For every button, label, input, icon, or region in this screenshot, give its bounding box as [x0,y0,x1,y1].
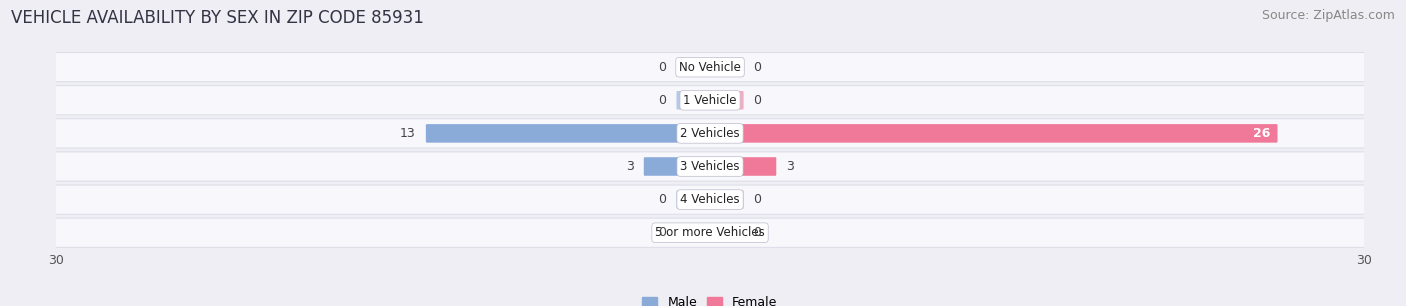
Text: VEHICLE AVAILABILITY BY SEX IN ZIP CODE 85931: VEHICLE AVAILABILITY BY SEX IN ZIP CODE … [11,9,425,27]
Text: 0: 0 [658,61,666,74]
FancyBboxPatch shape [709,58,744,76]
Text: 4 Vehicles: 4 Vehicles [681,193,740,206]
Text: No Vehicle: No Vehicle [679,61,741,74]
Text: 0: 0 [658,94,666,107]
Text: 1 Vehicle: 1 Vehicle [683,94,737,107]
Text: 3: 3 [626,160,634,173]
Text: 5 or more Vehicles: 5 or more Vehicles [655,226,765,239]
FancyBboxPatch shape [709,223,744,242]
FancyBboxPatch shape [676,223,711,242]
FancyBboxPatch shape [709,157,776,176]
Text: 0: 0 [658,226,666,239]
FancyBboxPatch shape [709,190,744,209]
FancyBboxPatch shape [676,91,711,110]
FancyBboxPatch shape [44,86,1376,115]
Text: 0: 0 [754,94,762,107]
FancyBboxPatch shape [676,190,711,209]
FancyBboxPatch shape [44,218,1376,247]
FancyBboxPatch shape [709,124,1278,143]
FancyBboxPatch shape [44,53,1376,82]
Text: 0: 0 [754,226,762,239]
Text: 0: 0 [754,61,762,74]
Text: 2 Vehicles: 2 Vehicles [681,127,740,140]
Text: 3 Vehicles: 3 Vehicles [681,160,740,173]
FancyBboxPatch shape [644,157,711,176]
Text: 26: 26 [1253,127,1270,140]
Text: Source: ZipAtlas.com: Source: ZipAtlas.com [1261,9,1395,22]
Text: 0: 0 [754,193,762,206]
FancyBboxPatch shape [44,152,1376,181]
Text: 3: 3 [786,160,794,173]
Text: 0: 0 [658,193,666,206]
FancyBboxPatch shape [676,58,711,76]
Legend: Male, Female: Male, Female [643,296,778,306]
FancyBboxPatch shape [44,119,1376,148]
FancyBboxPatch shape [709,91,744,110]
Text: 13: 13 [401,127,416,140]
FancyBboxPatch shape [44,185,1376,214]
FancyBboxPatch shape [426,124,711,143]
